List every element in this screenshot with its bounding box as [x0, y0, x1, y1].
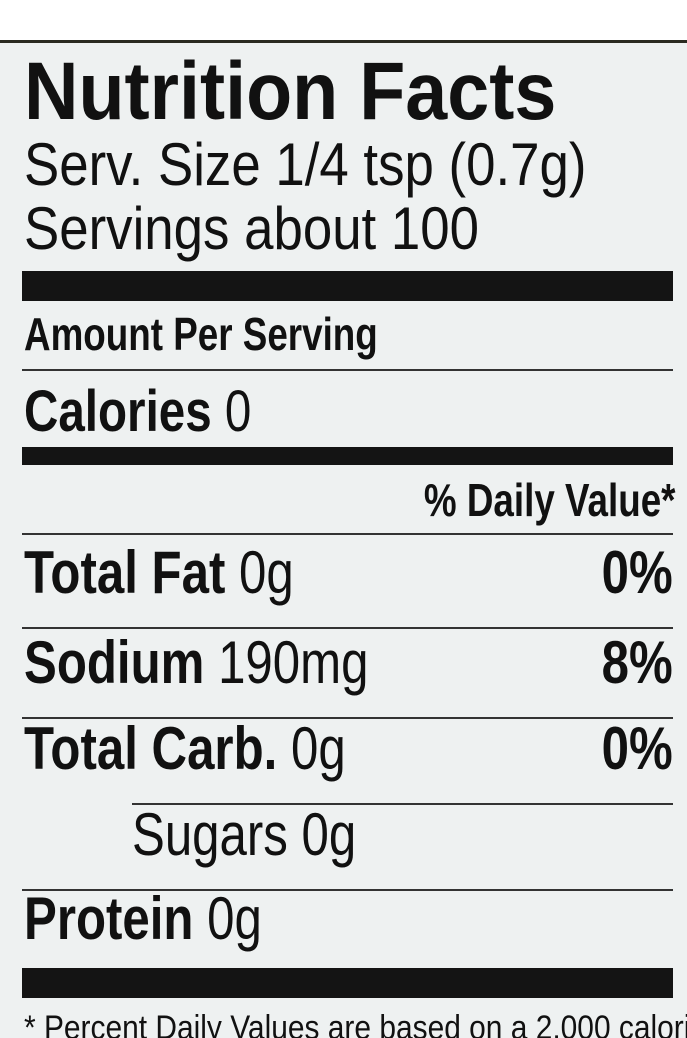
daily-value: 0%	[601, 539, 673, 606]
rule	[132, 803, 673, 805]
nutrient-name: Sugars	[132, 801, 288, 868]
title: Nutrition Facts	[24, 46, 557, 137]
nutrient-name: Protein	[24, 885, 194, 952]
serving-size: Serv. Size 1/4 tsp (0.7g)	[24, 131, 587, 198]
nutrition-label: Nutrition Facts Serv. Size 1/4 tsp (0.7g…	[0, 40, 687, 1038]
calories-row: Calories 0	[24, 383, 251, 441]
daily-value-header: % Daily Value*	[423, 474, 675, 526]
amount-header: Amount Per Serving	[24, 308, 378, 360]
rule	[22, 533, 673, 535]
nutrient-row: Sodium 190mg	[24, 633, 369, 693]
nutrient-amount: 0g	[207, 885, 262, 952]
nutrient-row: Total Fat 0g	[24, 543, 294, 603]
rule	[22, 627, 673, 629]
rule	[22, 369, 673, 371]
medium-rule	[22, 447, 673, 465]
calories-value: 0	[224, 379, 252, 444]
thick-rule	[22, 271, 673, 301]
servings: Servings about 100	[24, 195, 479, 262]
nutrient-name: Total Fat	[24, 539, 226, 606]
daily-value: 8%	[601, 629, 673, 696]
nutrient-amount: 0g	[301, 801, 357, 868]
nutrient-amount: 190mg	[218, 629, 369, 696]
rule	[22, 717, 673, 719]
thick-rule	[22, 968, 673, 998]
daily-value: 0%	[601, 715, 673, 782]
nutrient-name: Total Carb.	[24, 715, 278, 782]
footnote: * Percent Daily Values are based on a 2,…	[24, 1009, 687, 1038]
nutrient-row: Protein 0g	[24, 889, 262, 949]
nutrient-name: Sodium	[24, 629, 205, 696]
rule	[22, 889, 673, 891]
nutrient-row: Total Carb. 0g	[24, 719, 346, 779]
nutrient-row: Sugars 0g	[132, 805, 356, 865]
nutrient-amount: 0g	[290, 715, 346, 782]
calories-label: Calories	[24, 379, 212, 444]
nutrient-amount: 0g	[239, 539, 294, 606]
